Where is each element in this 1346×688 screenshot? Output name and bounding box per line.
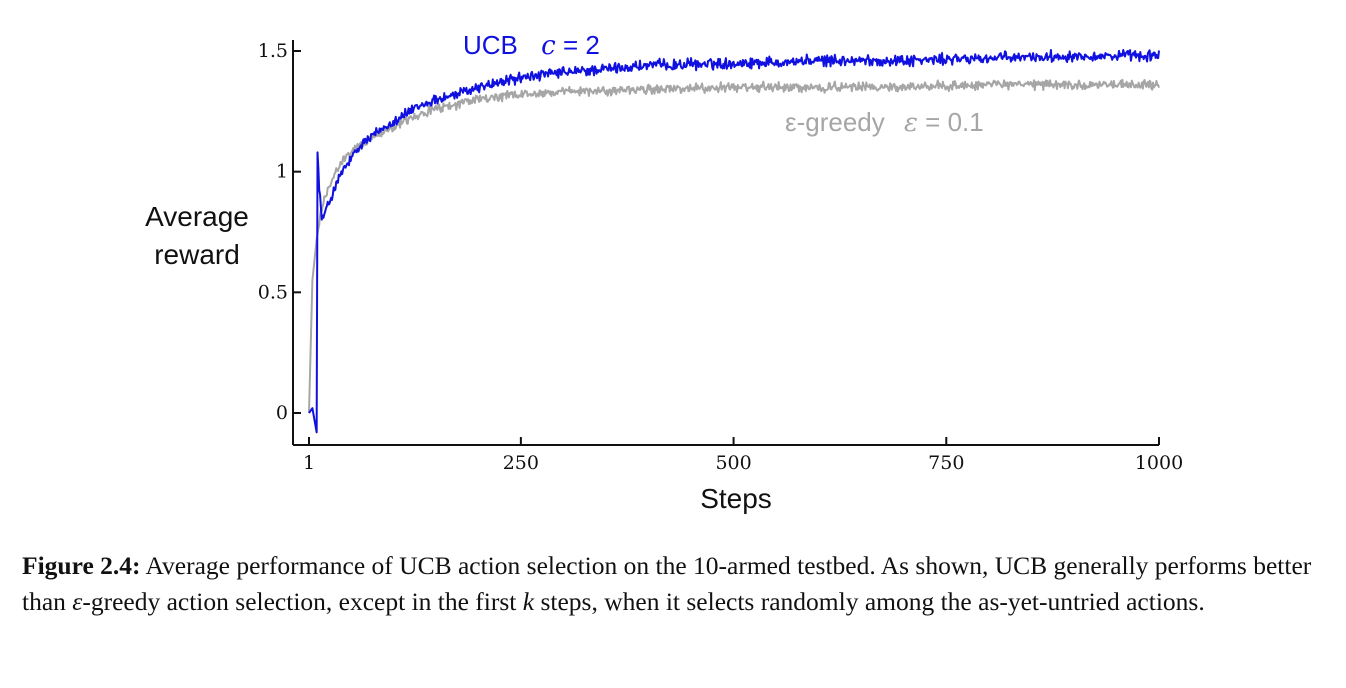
series-label-ucb-param: c — [541, 31, 556, 61]
caption-text-2: -greedy action selection, except in the … — [82, 587, 523, 616]
figure-caption: Figure 2.4: Average performance of UCB a… — [22, 548, 1322, 620]
reward-chart: 1 250 500 750 1000 0 0.5 1 1.5 Average reward St… — [145, 30, 1183, 514]
series-line-ucb — [308, 48, 1160, 434]
y-axis-title-line1: Average — [145, 201, 249, 232]
x-tick-label: 1 — [303, 452, 315, 474]
series-label-egreedy: ε-greedy ε = 0.1 — [785, 107, 984, 138]
series-label-ucb-value: = 2 — [563, 30, 600, 60]
x-tick-label: 1000 — [1135, 452, 1183, 474]
y-tick-label: 0 — [276, 402, 288, 424]
x-axis-title: Steps — [700, 483, 772, 514]
caption-label: Figure 2.4: — [22, 551, 141, 580]
ticks: 1 250 500 750 1000 0 0.5 1 1.5 — [258, 40, 1183, 474]
series-label-egreedy-prefix: ε-greedy — [785, 107, 885, 137]
caption-text-3: steps, when it selects randomly among th… — [534, 587, 1205, 616]
axes — [292, 40, 1159, 446]
series-label-ucb: UCB c = 2 — [463, 30, 600, 61]
series-label-ucb-prefix: UCB — [463, 30, 518, 60]
x-tick-label: 250 — [503, 452, 539, 474]
series-label-egreedy-param: ε — [904, 108, 918, 138]
series-layer — [308, 48, 1160, 434]
x-tick-label: 500 — [715, 452, 751, 474]
caption-epsilon: ε — [72, 587, 83, 616]
y-tick-label: 1.5 — [258, 40, 288, 62]
y-axis-title-line2: reward — [154, 239, 240, 270]
x-tick-label: 750 — [928, 452, 964, 474]
series-line-egreedy — [308, 78, 1160, 414]
y-tick-label: 0.5 — [258, 281, 288, 303]
caption-k: k — [522, 587, 535, 616]
y-tick-label: 1 — [276, 161, 288, 183]
caption-text-1: Average performance of UCB action select… — [22, 551, 1312, 616]
series-label-egreedy-value: = 0.1 — [925, 107, 984, 137]
